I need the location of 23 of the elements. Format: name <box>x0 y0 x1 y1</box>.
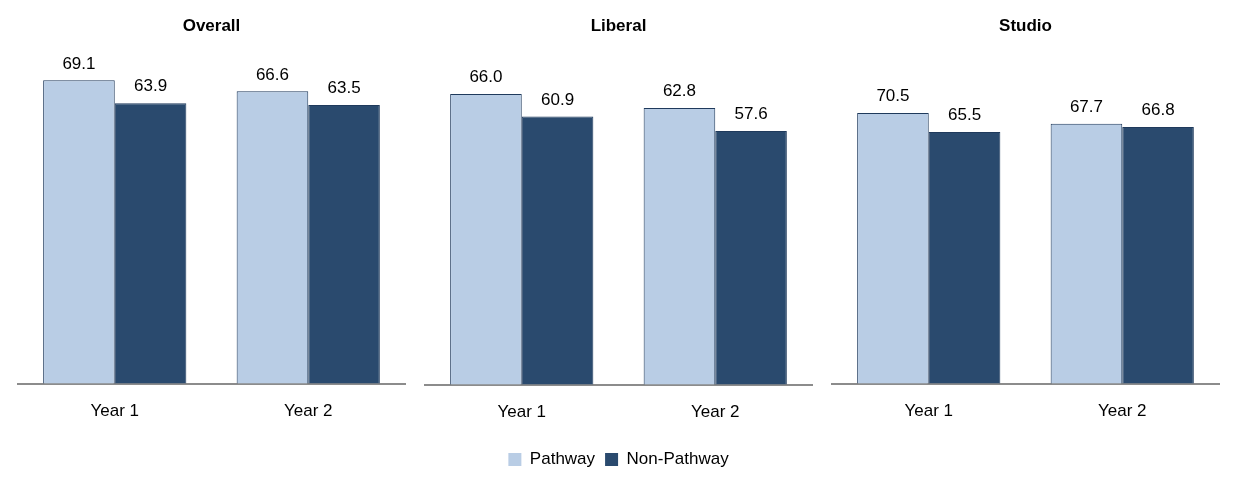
data-label: 66.6 <box>255 64 289 84</box>
chart-title: Overall <box>182 15 241 35</box>
legend-label: Pathway <box>529 449 596 469</box>
data-label: 69.1 <box>62 53 96 73</box>
data-label: 66.0 <box>469 67 503 87</box>
data-label: 66.8 <box>1141 100 1175 120</box>
legend-label: Non-Pathway <box>626 449 730 469</box>
data-label: 62.8 <box>662 81 696 101</box>
x-tick-label: Year 2 <box>1097 401 1147 421</box>
data-label: 57.6 <box>734 104 768 124</box>
chart-title: Studio <box>999 15 1052 35</box>
data-label: 63.9 <box>134 76 168 96</box>
x-tick-label: Year 1 <box>90 401 140 421</box>
data-label: 63.5 <box>327 78 361 98</box>
data-label: 67.7 <box>1069 96 1103 116</box>
x-tick-label: Year 2 <box>690 402 740 422</box>
x-tick-label: Year 1 <box>904 401 954 421</box>
x-tick-label: Year 2 <box>283 401 333 421</box>
x-tick-label: Year 1 <box>497 402 547 422</box>
chart-title: Liberal <box>590 15 647 35</box>
data-label: 70.5 <box>876 86 910 106</box>
data-label: 60.9 <box>541 89 575 109</box>
data-label: 65.5 <box>948 105 982 125</box>
